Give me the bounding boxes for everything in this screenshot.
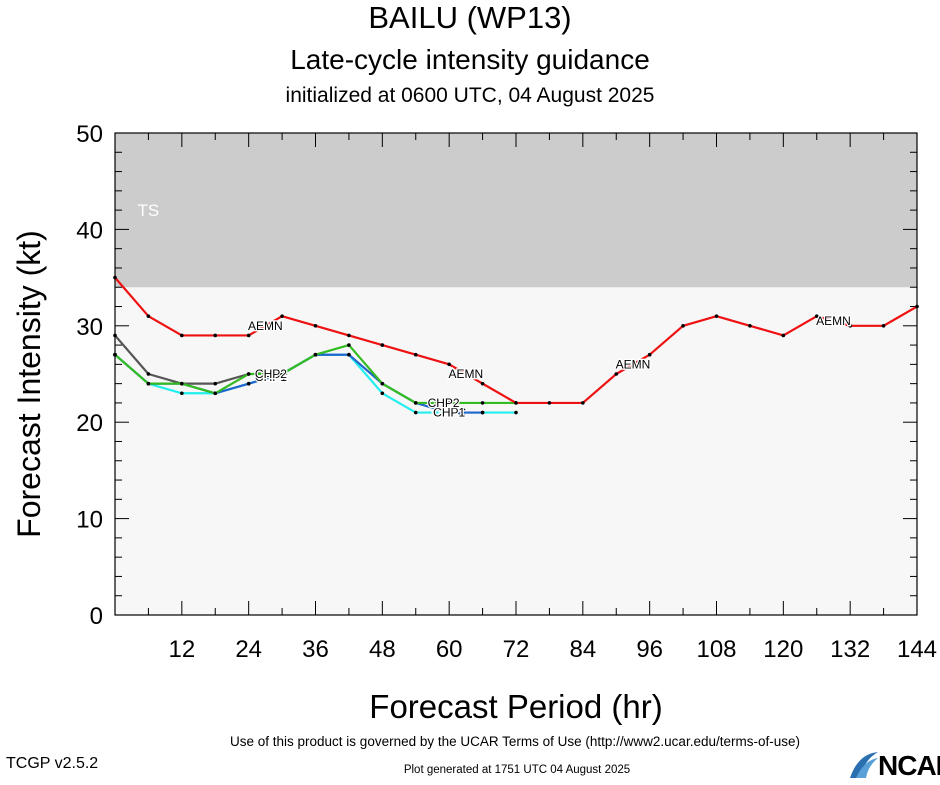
x-tick-label: 144 — [897, 636, 937, 663]
chart-title: BAILU (WP13) — [368, 0, 572, 35]
data-point-aemn — [748, 324, 752, 328]
initialization-time: initialized at 0600 UTC, 04 August 2025 — [285, 84, 655, 107]
x-tick-label: 108 — [696, 636, 736, 663]
version-label: TCGP v2.5.2 — [6, 755, 99, 772]
data-point-aemn — [480, 381, 485, 386]
data-point-aemn — [213, 333, 218, 338]
chart-subtitle: Late-cycle intensity guidance — [290, 44, 650, 75]
data-point-aemn — [614, 372, 619, 376]
data-point-chp2 — [113, 352, 117, 357]
x-tick-label: 36 — [302, 636, 329, 663]
y-tick-label: 10 — [76, 507, 103, 534]
data-point-aemn — [180, 333, 184, 338]
data-point-aemn — [681, 324, 685, 328]
series-label-aemn: AEMN — [816, 314, 851, 328]
y-axis-title: Forecast Intensity (kt) — [11, 230, 47, 538]
series-label-aemn: AEMN — [616, 357, 651, 371]
data-point-chp1 — [447, 410, 451, 415]
series-label-aemn: AEMN — [449, 367, 484, 381]
data-point-aemn — [246, 333, 251, 338]
data-point-chp1 — [480, 410, 485, 415]
series-chp2: CHP2 CHP2 — [113, 343, 518, 411]
x-tick-label: 132 — [830, 636, 870, 663]
series-label-chp2: CHP2 — [255, 367, 287, 381]
y-tick-label: 30 — [76, 314, 103, 341]
data-point-aemn — [647, 352, 652, 357]
data-point-aemn — [881, 324, 886, 328]
data-point-chp2 — [246, 372, 251, 376]
series-aemn: AEMN AEMN AEMN AEMN — [113, 275, 919, 405]
y-tick-label: 20 — [76, 410, 103, 437]
data-point-chp2 — [213, 391, 218, 396]
data-point-aemn — [380, 343, 385, 347]
data-point-chpc — [180, 391, 184, 396]
data-point-chip — [113, 333, 117, 338]
data-point-chp2 — [313, 352, 318, 357]
ncar-swoosh-icon — [850, 752, 878, 778]
data-point-aemn — [581, 401, 585, 405]
data-point-chp1 — [347, 352, 351, 357]
data-point-aemn — [814, 314, 819, 318]
ncar-logo-text: NCAR — [878, 750, 940, 781]
series-label-chp2: CHP2 — [428, 396, 460, 410]
data-point-chp2 — [447, 401, 451, 405]
band-label-ts: TS — [138, 201, 160, 220]
data-point-chp2 — [180, 381, 184, 386]
data-point-aemn — [413, 352, 418, 357]
data-point-aemn — [714, 314, 719, 318]
data-point-chp2 — [280, 372, 284, 376]
data-point-chpc — [380, 391, 385, 396]
data-point-aemn — [313, 324, 318, 328]
x-tick-label: 96 — [636, 636, 663, 663]
ncar-logo: NCAR — [848, 748, 940, 781]
data-point-aemn — [848, 324, 852, 328]
data-point-chpc — [413, 410, 418, 415]
terms-of-use-note: Use of this product is governed by the U… — [230, 734, 800, 749]
x-tick-label: 24 — [235, 636, 262, 663]
band-ts — [115, 133, 917, 288]
data-point-chpc — [514, 410, 518, 415]
data-point-chip — [213, 381, 218, 386]
data-point-aemn — [347, 333, 351, 338]
data-point-aemn — [915, 304, 919, 309]
x-tick-label: 60 — [436, 636, 463, 663]
data-point-aemn — [280, 314, 284, 318]
data-point-chp2 — [347, 343, 351, 347]
data-point-chp2 — [480, 401, 485, 405]
data-point-aemn — [447, 362, 451, 367]
x-tick-label: 72 — [503, 636, 530, 663]
data-point-aemn — [514, 401, 518, 405]
x-tick-label: 120 — [763, 636, 803, 663]
data-point-aemn — [113, 275, 117, 280]
x-tick-label: 48 — [369, 636, 396, 663]
data-point-chp2 — [146, 381, 151, 386]
y-tick-label: 40 — [76, 217, 103, 244]
x-tick-label: 84 — [569, 636, 596, 663]
data-point-aemn — [146, 314, 151, 318]
y-tick-label: 50 — [76, 121, 103, 148]
series-label-chp1: CHP1 — [433, 406, 465, 420]
x-tick-label: 12 — [168, 636, 195, 663]
data-point-chp2 — [413, 401, 418, 405]
x-axis-title: Forecast Period (hr) — [369, 688, 662, 725]
data-point-aemn — [781, 333, 786, 338]
data-point-aemn — [547, 401, 552, 405]
data-point-chip — [146, 372, 151, 376]
y-tick-label: 0 — [90, 603, 103, 630]
series-label-aemn: AEMN — [248, 319, 283, 333]
data-point-chp1 — [246, 381, 251, 386]
generated-time: Plot generated at 1751 UTC 04 August 202… — [403, 764, 631, 776]
data-point-chp2 — [380, 381, 385, 386]
